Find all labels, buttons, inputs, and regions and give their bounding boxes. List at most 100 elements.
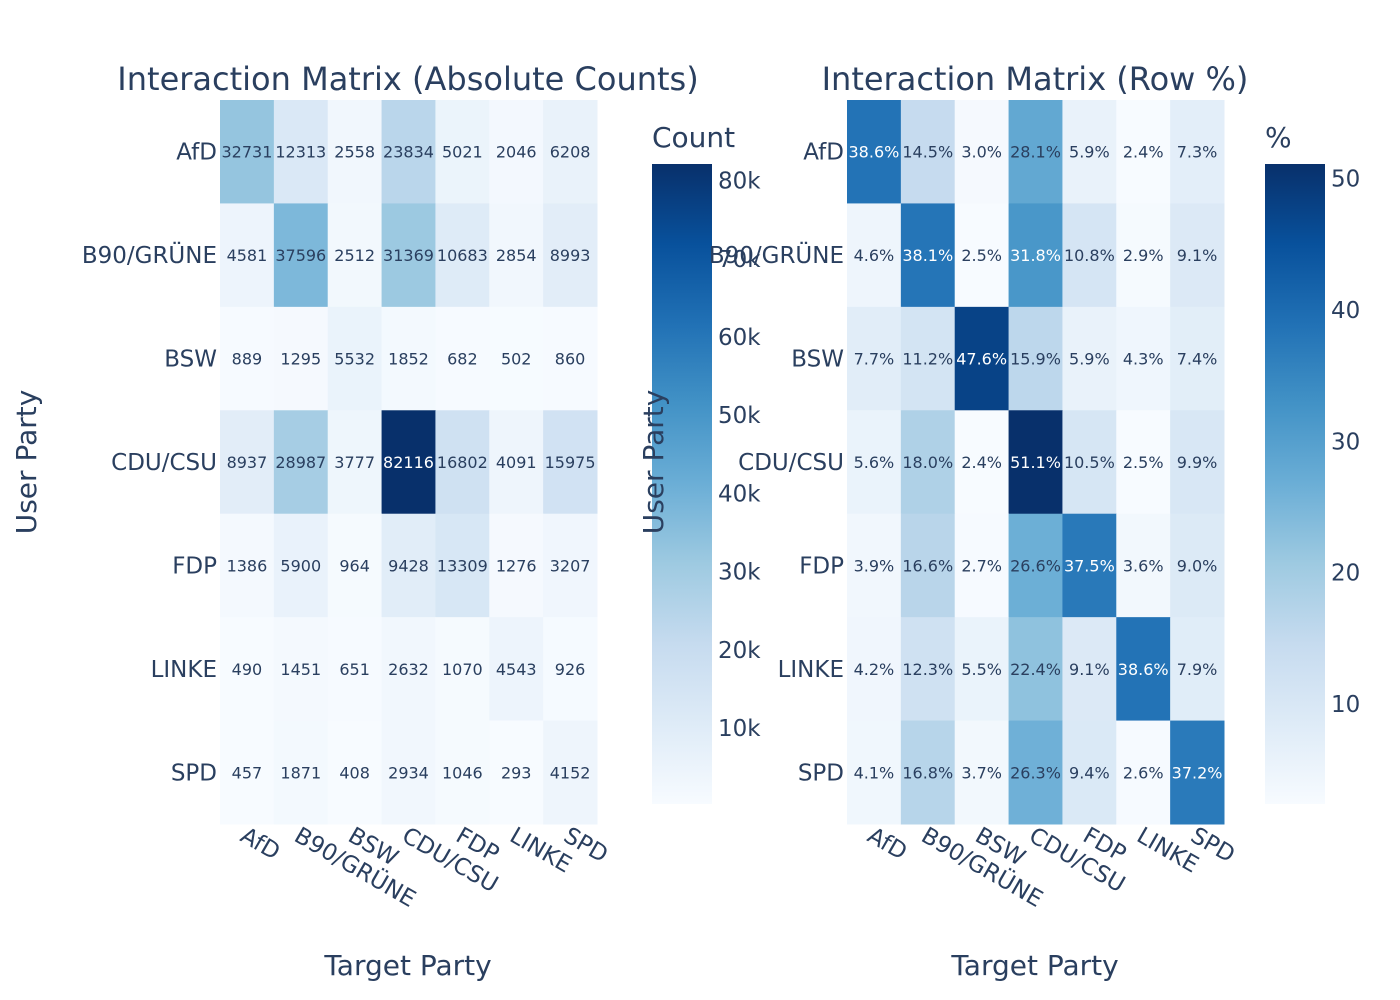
rowpct-colorbar-tick: 10: [1331, 692, 1360, 718]
counts-cell-label: 32731: [221, 143, 272, 162]
counts-cell-fdp-spd: [543, 513, 598, 618]
counts-cell-label: 31369: [383, 246, 434, 265]
counts-cell-fdp-fdp: [435, 513, 490, 618]
rowpct-colorbar: [1265, 164, 1325, 804]
counts-cell-afd-b90-gr-ne: [273, 100, 329, 204]
counts-cell-label: 2854: [496, 246, 537, 265]
counts-cell-b90-gr-ne-fdp: [435, 203, 490, 308]
counts-y-tick-b90-gr-ne: B90/GRÜNE: [82, 241, 217, 269]
counts-cell-label: 490: [232, 660, 263, 679]
rowpct-cell-label: 7.4%: [1177, 350, 1218, 369]
rowpct-cell-b90-gr-ne-linke: [1116, 203, 1171, 308]
counts-cell-label: 5021: [442, 143, 483, 162]
counts-y-tick-bsw: BSW: [164, 347, 217, 373]
counts-y-tick-linke: LINKE: [151, 657, 217, 683]
counts-colorbar-tick: 80k: [718, 169, 761, 195]
rowpct-chart-title: Interaction Matrix (Row %): [822, 60, 1249, 98]
counts-cell-label: 2046: [496, 143, 537, 162]
rowpct-cell-cdu-csu-spd: [1170, 410, 1225, 515]
rowpct-cell-label: 51.1%: [1010, 453, 1061, 472]
counts-colorbar-tick: 20k: [718, 638, 761, 664]
rowpct-y-tick-fdp: FDP: [799, 553, 844, 579]
rowpct-cell-cdu-csu-cdu-csu: [1008, 410, 1063, 515]
counts-cell-spd-spd: [543, 720, 598, 825]
counts-colorbar-tick: 70k: [718, 247, 761, 273]
rowpct-cell-label: 9.4%: [1069, 763, 1110, 782]
counts-cell-fdp-bsw: [327, 513, 383, 618]
counts-colorbar-ticks: 10k 20k 30k 40k 50k 60k 70k 80k: [718, 169, 761, 743]
counts-cell-b90-gr-ne-spd: [543, 203, 598, 308]
rowpct-cell-label: 11.2%: [902, 350, 953, 369]
counts-x-tick-afd: AfD: [236, 823, 284, 866]
rowpct-cell-fdp-afd: [847, 513, 902, 618]
counts-cell-bsw-spd: [543, 306, 598, 411]
rowpct-cell-label: 2.9%: [1123, 246, 1164, 265]
counts-y-tick-spd: SPD: [171, 760, 217, 786]
counts-colorbar-tick: 60k: [718, 325, 761, 351]
rowpct-y-tick-linke: LINKE: [778, 657, 844, 683]
counts-cell-afd-afd: [220, 100, 275, 204]
rowpct-cell-label: 2.6%: [1123, 763, 1164, 782]
rowpct-heatmap-panel: Interaction Matrix (Row %) 38.6% 14.5% 3.0…: [637, 60, 1360, 982]
counts-cell-label: 5532: [334, 350, 375, 369]
counts-cell-label: 1295: [280, 350, 321, 369]
rowpct-cell-fdp-b90-gr-ne: [900, 513, 956, 618]
counts-colorbar: [652, 164, 712, 804]
rowpct-cell-afd-fdp: [1062, 100, 1117, 204]
rowpct-cell-label: 16.8%: [902, 763, 953, 782]
rowpct-cell-label: 7.3%: [1177, 143, 1218, 162]
counts-cell-label: 8937: [227, 453, 268, 472]
counts-cell-label: 1276: [496, 556, 537, 575]
counts-cell-label: 926: [555, 660, 586, 679]
counts-heatmap-cells: 32731 12313 2558 23834 5021 2046 6208 4581 37596…: [220, 100, 598, 825]
counts-cell-label: 1046: [442, 763, 483, 782]
counts-cell-fdp-cdu-csu: [381, 513, 436, 618]
rowpct-cell-afd-cdu-csu: [1008, 100, 1063, 204]
counts-cell-fdp-linke: [489, 513, 544, 618]
rowpct-cell-label: 2.5%: [961, 246, 1002, 265]
counts-cell-fdp-afd: [220, 513, 275, 618]
counts-cell-label: 3777: [334, 453, 375, 472]
rowpct-x-tick-afd: AfD: [863, 823, 911, 866]
rowpct-cell-bsw-linke: [1116, 306, 1171, 411]
rowpct-cell-label: 2.4%: [961, 453, 1002, 472]
counts-cell-cdu-csu-spd: [543, 410, 598, 515]
counts-cell-label: 15975: [545, 453, 596, 472]
rowpct-cell-linke-spd: [1170, 617, 1225, 722]
rowpct-y-axis-title: User Party: [637, 390, 670, 535]
counts-cell-label: 10683: [437, 246, 488, 265]
rowpct-cell-linke-fdp: [1062, 617, 1117, 722]
rowpct-cell-label: 12.3%: [902, 660, 953, 679]
counts-cell-b90-gr-ne-afd: [220, 203, 275, 308]
rowpct-cell-bsw-cdu-csu: [1008, 306, 1063, 411]
counts-cell-cdu-csu-bsw: [327, 410, 383, 515]
rowpct-cell-b90-gr-ne-afd: [847, 203, 902, 308]
rowpct-cell-afd-afd: [847, 100, 902, 204]
counts-cell-cdu-csu-b90-gr-ne: [273, 410, 329, 515]
counts-cell-label: 3207: [550, 556, 591, 575]
counts-cell-spd-afd: [220, 720, 275, 825]
counts-cell-label: 1871: [280, 763, 321, 782]
counts-y-tick-afd: AfD: [176, 140, 217, 166]
counts-cell-linke-fdp: [435, 617, 490, 722]
rowpct-cell-label: 3.6%: [1123, 556, 1164, 575]
counts-cell-fdp-b90-gr-ne: [273, 513, 329, 618]
rowpct-cell-label: 3.7%: [961, 763, 1002, 782]
counts-cell-b90-gr-ne-linke: [489, 203, 544, 308]
counts-cell-label: 4091: [496, 453, 537, 472]
rowpct-cell-bsw-bsw: [954, 306, 1010, 411]
rowpct-cell-linke-linke: [1116, 617, 1171, 722]
rowpct-colorbar-ticks: 10 20 30 40 50: [1331, 166, 1360, 718]
counts-cell-label: 2934: [388, 763, 429, 782]
rowpct-cell-label: 2.7%: [961, 556, 1002, 575]
rowpct-colorbar-tick: 20: [1331, 561, 1360, 587]
counts-colorbar-title: Count: [652, 121, 735, 154]
rowpct-cell-afd-linke: [1116, 100, 1171, 204]
counts-cell-linke-cdu-csu: [381, 617, 436, 722]
rowpct-cell-label: 4.3%: [1123, 350, 1164, 369]
counts-cell-b90-gr-ne-cdu-csu: [381, 203, 436, 308]
rowpct-cell-spd-b90-gr-ne: [900, 720, 956, 825]
